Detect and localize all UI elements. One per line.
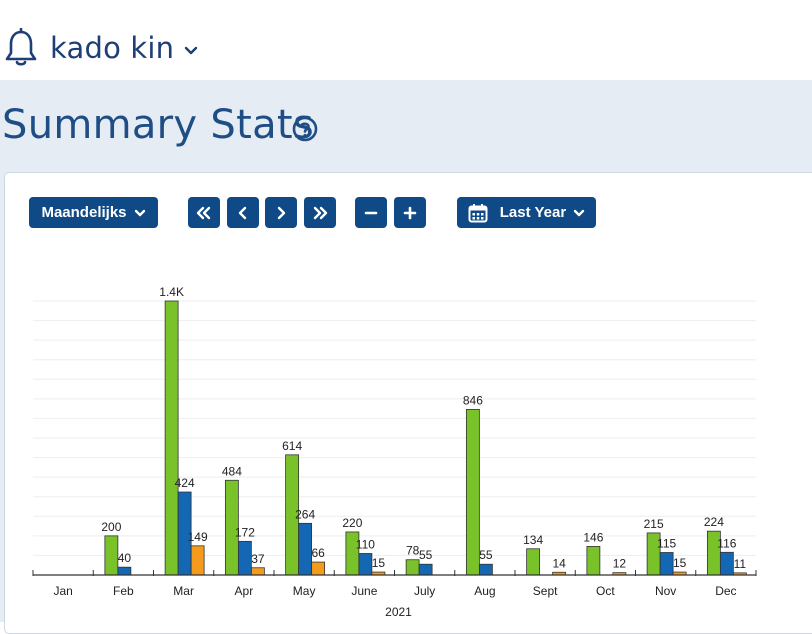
bar — [190, 545, 205, 576]
last-period-button[interactable] — [304, 197, 336, 228]
data-label: 11 — [734, 557, 747, 571]
data-label: 172 — [235, 525, 255, 539]
top-bar: kado kin — [0, 0, 812, 80]
calendar-icon — [468, 203, 488, 222]
x-tick-label: June — [351, 584, 377, 598]
next-period-button[interactable] — [265, 197, 297, 228]
x-tick-label: Feb — [113, 584, 134, 598]
bar — [117, 566, 132, 576]
bar — [586, 546, 601, 576]
x-tick-label: Sept — [533, 584, 558, 598]
stats-card — [4, 172, 812, 634]
data-label: 55 — [419, 548, 433, 562]
data-label: 110 — [356, 537, 375, 551]
data-label: 224 — [704, 515, 724, 529]
bar — [237, 540, 252, 576]
data-label: 12 — [613, 557, 627, 571]
data-label: 116 — [717, 536, 736, 550]
data-label: 215 — [644, 517, 664, 531]
bell-icon[interactable] — [4, 28, 38, 68]
data-label: 55 — [479, 548, 493, 562]
x-tick-label: Aug — [474, 584, 495, 598]
data-label: 200 — [101, 520, 121, 534]
chevron-down-icon[interactable] — [184, 44, 198, 58]
data-label: 220 — [342, 516, 362, 530]
data-label: 484 — [222, 464, 242, 478]
data-label: 614 — [282, 439, 302, 453]
x-tick-label: Apr — [235, 584, 254, 598]
plus-icon — [403, 206, 417, 219]
bar — [526, 548, 541, 576]
bar — [405, 559, 420, 576]
x-axis-label: 2021 — [385, 605, 412, 619]
x-tick-label: Dec — [715, 584, 736, 598]
data-label: 15 — [673, 556, 687, 570]
data-label: 146 — [583, 530, 603, 544]
x-tick-label: Nov — [655, 584, 676, 598]
minus-icon — [364, 211, 378, 214]
data-label: 846 — [463, 393, 483, 407]
bar — [104, 535, 119, 576]
data-label: 78 — [406, 544, 420, 558]
interval-dropdown[interactable]: Maandelijks — [29, 197, 158, 228]
bar — [164, 300, 179, 576]
bar — [465, 409, 480, 576]
bar — [659, 552, 674, 576]
bar — [719, 551, 734, 576]
bar — [311, 561, 326, 576]
bar — [478, 563, 493, 576]
data-label: 115 — [657, 536, 676, 550]
double-chevron-right-icon — [313, 206, 328, 219]
data-label: 14 — [552, 556, 566, 570]
question-circle-icon[interactable] — [292, 116, 318, 142]
chevron-right-icon — [277, 206, 286, 219]
data-label: 134 — [523, 533, 543, 547]
date-range-label: Last Year — [499, 204, 567, 221]
x-tick-label: Mar — [173, 584, 194, 598]
date-range-dropdown[interactable]: Last Year — [457, 197, 596, 228]
data-label: 424 — [175, 476, 195, 490]
bar — [418, 563, 433, 576]
x-tick-label: Jan — [53, 584, 72, 598]
x-tick-label: Oct — [596, 584, 615, 598]
first-period-button[interactable] — [188, 197, 220, 228]
data-label: 37 — [251, 552, 265, 566]
data-label: 66 — [311, 546, 325, 560]
bar — [358, 553, 373, 576]
chevron-down-icon — [574, 209, 585, 216]
chevron-left-icon — [238, 206, 247, 219]
double-chevron-left-icon — [196, 206, 211, 219]
bar — [298, 522, 313, 576]
data-label: 264 — [295, 507, 315, 521]
bar — [250, 567, 265, 576]
x-tick-label: July — [414, 584, 435, 598]
data-label: 149 — [188, 530, 208, 544]
data-label: 1.4K — [159, 285, 184, 299]
data-label: 40 — [118, 551, 132, 565]
chevron-down-icon — [134, 209, 145, 216]
zoom-in-button[interactable] — [394, 197, 426, 228]
x-tick-label: May — [293, 584, 316, 598]
user-menu[interactable]: kado kin — [4, 28, 198, 68]
interval-label: Maandelijks — [41, 204, 127, 221]
page-title: Summary Stats — [2, 102, 315, 148]
zoom-out-button[interactable] — [355, 197, 387, 228]
user-name[interactable]: kado kin — [50, 31, 175, 65]
previous-period-button[interactable] — [227, 197, 259, 228]
data-label: 15 — [372, 556, 386, 570]
